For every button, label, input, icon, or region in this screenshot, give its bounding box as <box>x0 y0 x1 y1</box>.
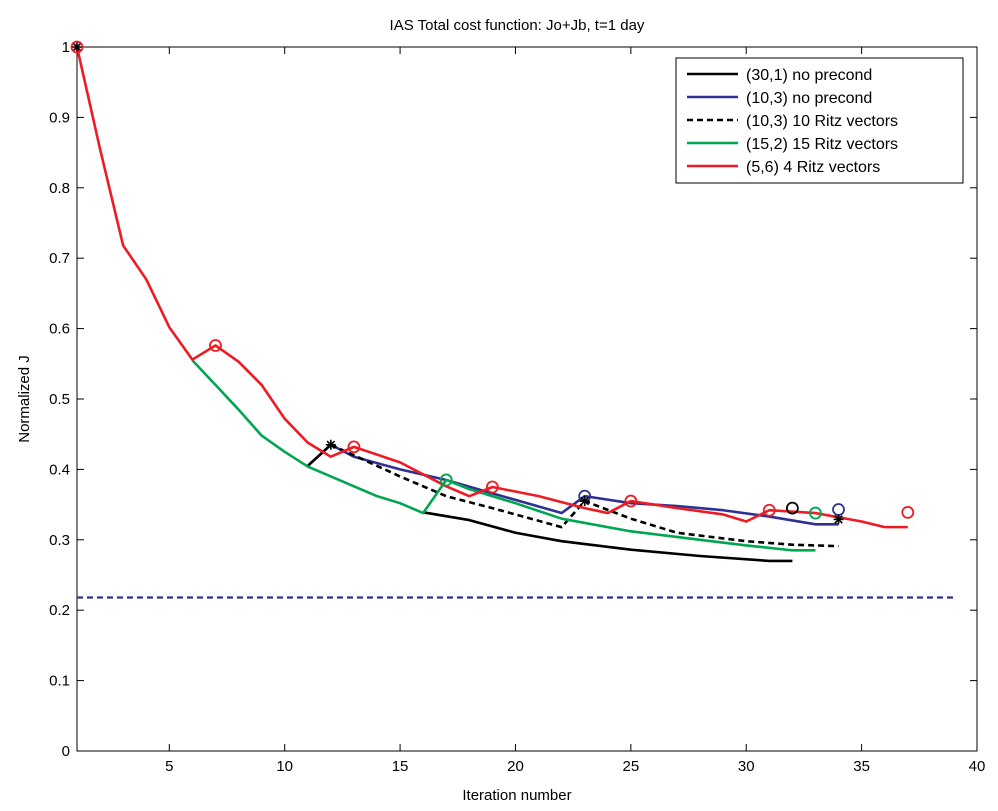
series-star-marker-2 <box>579 496 590 507</box>
x-tick-label: 25 <box>623 758 640 775</box>
y-tick-label: 0.3 <box>49 532 70 549</box>
x-tick-label: 10 <box>276 758 293 775</box>
series-circle-marker-1 <box>832 503 845 516</box>
star-stroke <box>580 496 590 506</box>
y-tick-label: 1 <box>62 39 70 56</box>
legend-label-3: (15,2) 15 Ritz vectors <box>746 136 898 153</box>
x-axis-label: Iteration number <box>462 787 571 804</box>
series-circle-marker-4 <box>624 494 638 508</box>
x-tick-label: 15 <box>392 758 409 775</box>
y-tick-label: 0.7 <box>49 250 70 267</box>
legend: (30,1) no precond (10,3) no precond (10,3)… <box>675 57 964 184</box>
star-stroke <box>72 42 82 52</box>
series-circle-marker-4 <box>762 503 776 517</box>
y-tick-label: 0.6 <box>49 321 70 338</box>
legend-label-2: (10,3) 10 Ritz vectors <box>746 113 898 130</box>
series-circle-marker-0 <box>785 501 799 515</box>
series-line-3 <box>191 359 816 552</box>
series-line-0 <box>422 511 793 563</box>
series-line-2 <box>330 443 839 548</box>
x-tick-label: 5 <box>165 758 173 775</box>
y-tick-label: 0.2 <box>49 602 70 619</box>
series-star-marker-2 <box>72 42 82 52</box>
series-circle-marker-4 <box>70 40 84 54</box>
series-circle-marker-4 <box>347 440 361 454</box>
series-circle-marker-4 <box>901 505 915 519</box>
plot-area: 5 10 15 20 25 30 35 40 0 0.1 0.2 0.3 0.4 0.5 0.6 0.7 0.8… <box>49 39 985 775</box>
legend-label-1: (10,3) no precond <box>746 90 872 107</box>
legend-label-0: (30,1) no precond <box>746 67 872 84</box>
legend-box <box>675 57 964 184</box>
x-tick-label: 35 <box>853 758 870 775</box>
star-stroke <box>326 440 336 450</box>
y-tick-label: 0.1 <box>49 673 70 690</box>
star-stroke <box>834 515 843 524</box>
x-tick-label: 20 <box>507 758 524 775</box>
y-tick-label: 0.9 <box>49 109 70 126</box>
y-axis-label: Normalized J <box>16 355 33 443</box>
series-circle-marker-3 <box>439 473 453 487</box>
series-star-marker-2 <box>833 514 844 525</box>
y-tick-label: 0 <box>62 743 70 760</box>
chart-title: IAS Total cost function: Jo+Jb, t=1 day <box>390 17 645 34</box>
series-circle-marker-4 <box>485 480 499 494</box>
legend-label-4: (5,6) 4 Ritz vectors <box>746 159 880 176</box>
y-tick-label: 0.5 <box>49 391 70 408</box>
y-tick-label: 0.4 <box>49 461 70 478</box>
x-tick-label: 40 <box>969 758 986 775</box>
x-tick-label: 30 <box>738 758 755 775</box>
series-circle-marker-3 <box>809 506 822 520</box>
series-circle-marker-4 <box>209 339 222 352</box>
y-tick-label: 0.8 <box>49 180 70 197</box>
series-star-marker-2 <box>325 439 336 450</box>
